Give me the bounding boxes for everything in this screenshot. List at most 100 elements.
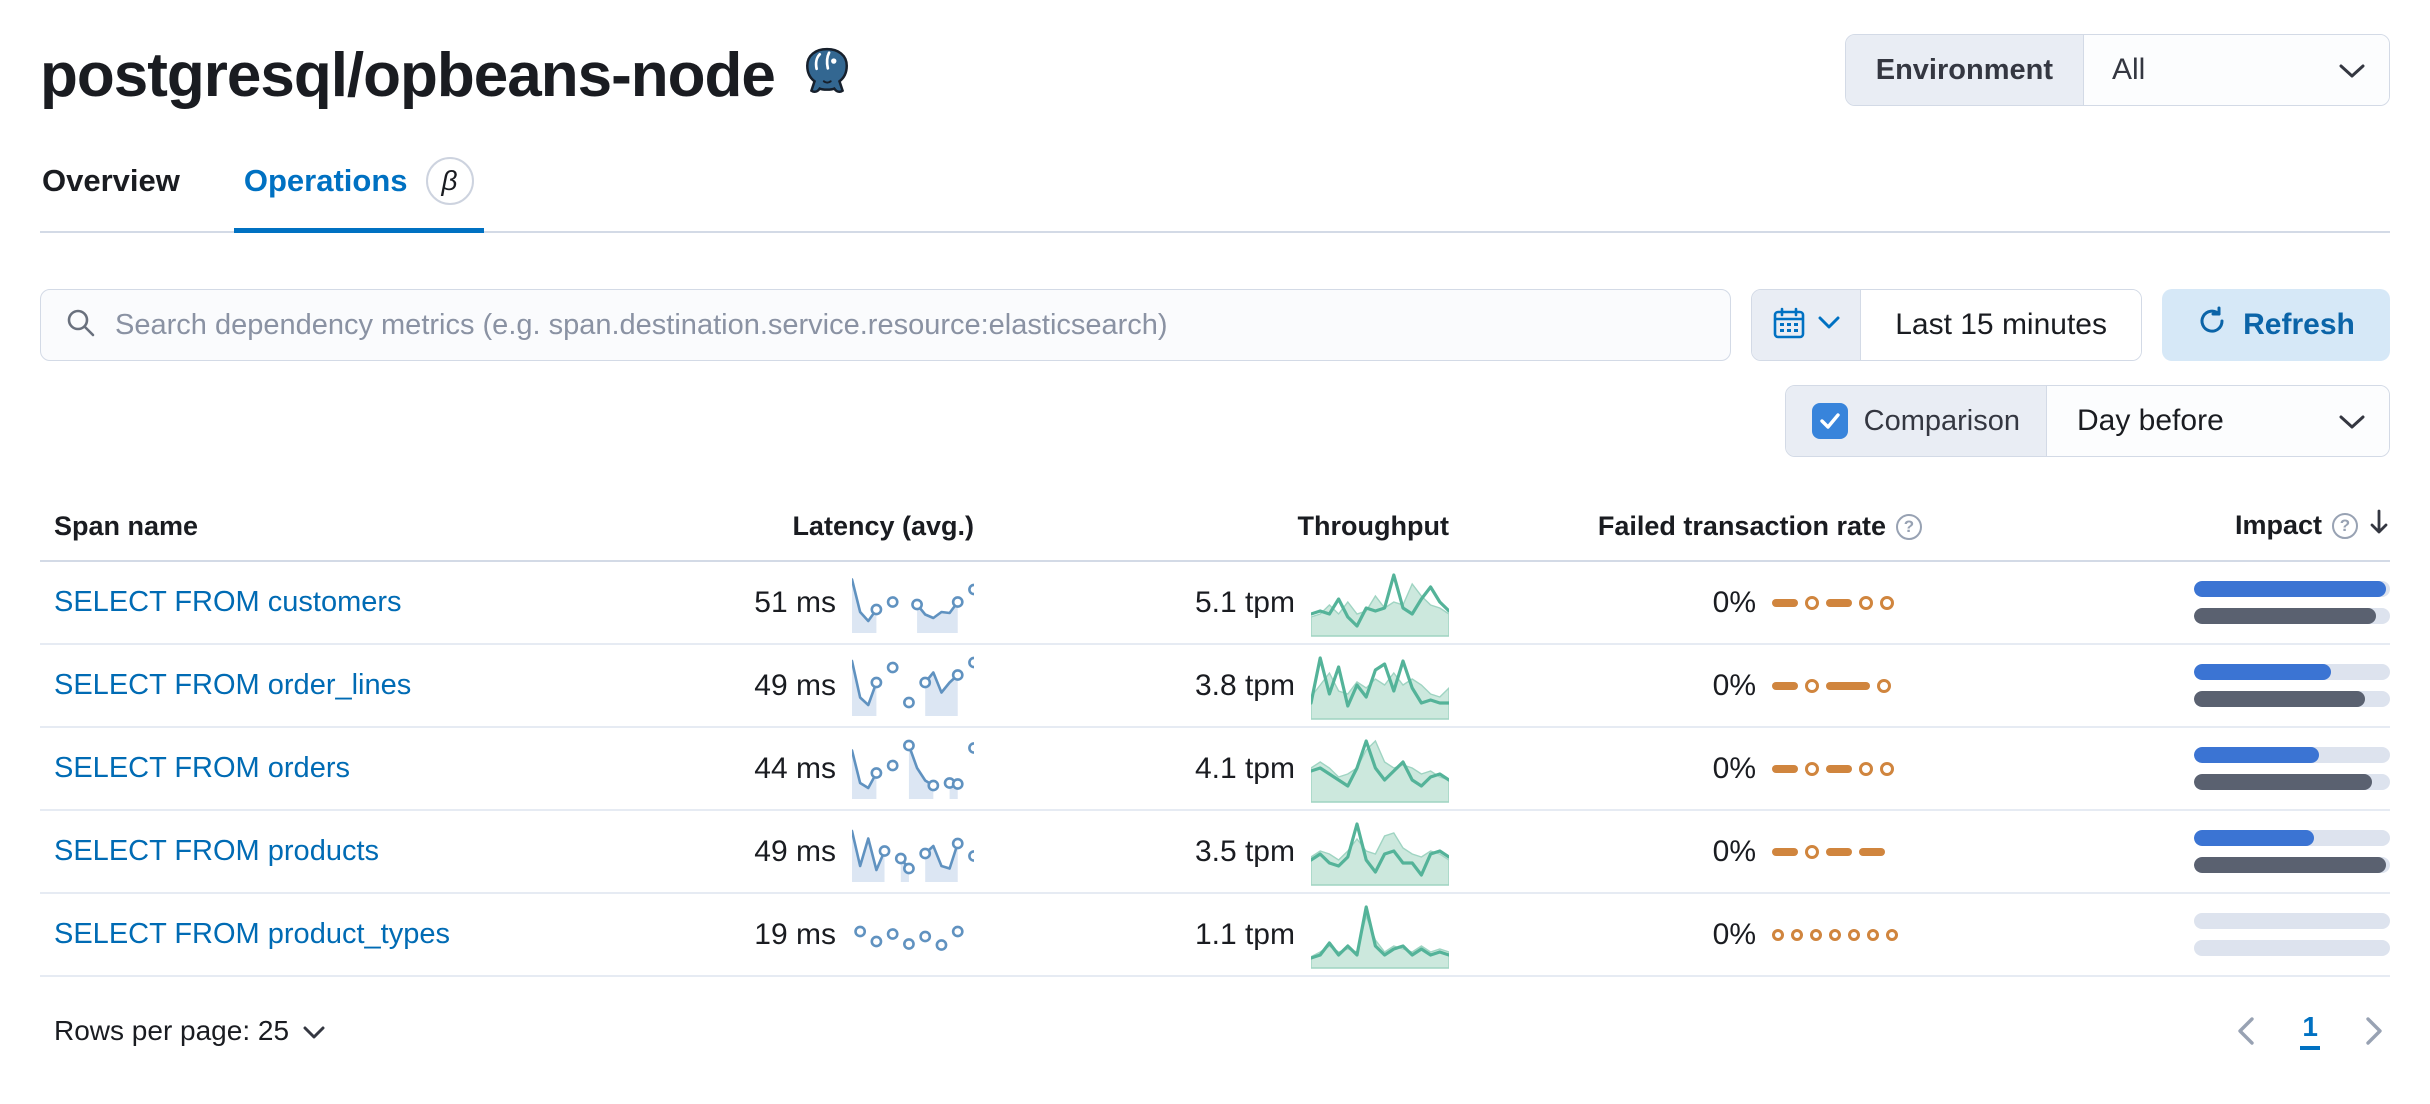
failed-rate-value: 0% — [1712, 668, 1756, 702]
date-picker-calendar-button[interactable] — [1752, 290, 1862, 360]
tab-operations-label: Operations — [243, 163, 408, 198]
previous-page-button[interactable] — [2236, 1016, 2256, 1046]
column-header-impact[interactable]: Impact ? — [1922, 509, 2390, 542]
tab-overview-label: Overview — [42, 163, 180, 198]
latency-sparkline — [852, 829, 974, 882]
latency-sparkline — [852, 739, 974, 799]
rows-per-page-button[interactable]: Rows per page: 25 — [54, 1015, 325, 1047]
tab-bar: Overview Operations β — [40, 157, 2390, 233]
latency-value: 49 ms — [754, 834, 836, 868]
comparison-label: Comparison — [1863, 404, 2020, 437]
failed-rate-sparkline — [1772, 844, 1922, 859]
failed-rate-sparkline — [1772, 595, 1922, 610]
comparison-row: Comparison Day before — [40, 385, 2390, 457]
environment-select[interactable]: Environment All — [1844, 34, 2390, 106]
page-header: postgresql/opbeans-node Environment All — [40, 24, 2390, 111]
throughput-value: 4.1 tpm — [1194, 751, 1295, 785]
next-page-button[interactable] — [2364, 1016, 2384, 1046]
table-row: SELECT FROM order_lines 49 ms 3.8 tpm 0% — [40, 645, 2390, 728]
latency-sparkline — [852, 577, 974, 633]
table-row: SELECT FROM orders 44 ms 4.1 tpm 0% — [40, 728, 2390, 811]
environment-value[interactable]: All — [2084, 35, 2389, 105]
toolbar: Last 15 minutes Refresh — [40, 289, 2390, 361]
span-name-link[interactable]: SELECT FROM order_lines — [54, 669, 412, 701]
throughput-sparkline — [1311, 738, 1449, 803]
table-row: SELECT FROM product_types 19 ms 1.1 tpm 0% — [40, 894, 2390, 977]
search-box[interactable] — [40, 289, 1732, 361]
chevron-down-icon — [303, 1015, 325, 1047]
failed-rate-value: 0% — [1712, 834, 1756, 868]
impact-bars — [2194, 581, 2390, 624]
time-range-label: Last 15 minutes — [1895, 308, 2107, 341]
table-row: SELECT FROM customers 51 ms 5.1 tpm 0% — [40, 562, 2390, 645]
refresh-label: Refresh — [2243, 308, 2355, 341]
column-header-failed-rate[interactable]: Failed transaction rate ? — [1449, 511, 1922, 542]
latency-value: 19 ms — [754, 917, 836, 951]
latency-value: 51 ms — [754, 585, 836, 619]
impact-bars — [2194, 830, 2390, 873]
environment-selected: All — [2112, 53, 2146, 86]
table-body: SELECT FROM customers 51 ms 5.1 tpm 0% SELEC… — [40, 562, 2390, 977]
pagination: 1 — [2236, 1011, 2384, 1050]
throughput-value: 1.1 tpm — [1194, 917, 1295, 951]
latency-value: 49 ms — [754, 668, 836, 702]
comparison-select[interactable]: Day before — [2047, 386, 2389, 456]
refresh-icon — [2197, 306, 2227, 344]
throughput-sparkline — [1311, 821, 1449, 886]
latency-value: 44 ms — [754, 751, 836, 785]
time-range-button[interactable]: Last 15 minutes — [1861, 290, 2141, 360]
chevron-down-icon — [2339, 404, 2365, 438]
span-name-link[interactable]: SELECT FROM orders — [54, 752, 350, 784]
throughput-sparkline — [1311, 572, 1449, 637]
comparison-prepend: Comparison — [1785, 386, 2047, 456]
calendar-icon — [1772, 306, 1806, 345]
failed-rate-value: 0% — [1712, 917, 1756, 951]
table-footer: Rows per page: 25 1 — [40, 1011, 2390, 1050]
tab-overview[interactable]: Overview — [42, 157, 180, 231]
refresh-button[interactable]: Refresh — [2162, 289, 2390, 361]
table-header-row: Span name Latency (avg.) Throughput Fail… — [40, 509, 2390, 562]
throughput-value: 3.8 tpm — [1194, 668, 1295, 702]
chevron-down-icon — [1818, 316, 1840, 335]
latency-sparkline — [852, 656, 974, 716]
search-input[interactable] — [115, 308, 1707, 342]
failed-rate-value: 0% — [1712, 585, 1756, 619]
beta-badge: β — [425, 157, 474, 205]
latency-sparkline — [854, 925, 964, 951]
help-icon: ? — [1896, 513, 1922, 540]
impact-bars — [2194, 664, 2390, 707]
impact-bars — [2194, 747, 2390, 790]
comparison-selected: Day before — [2077, 404, 2224, 437]
column-header-latency[interactable]: Latency (avg.) — [792, 511, 974, 541]
throughput-value: 5.1 tpm — [1194, 585, 1295, 619]
page-number[interactable]: 1 — [2300, 1011, 2320, 1050]
comparison-group: Comparison Day before — [1784, 385, 2390, 457]
comparison-checkbox[interactable] — [1811, 403, 1848, 439]
throughput-value: 3.5 tpm — [1194, 834, 1295, 868]
postgresql-logo-icon — [801, 46, 853, 105]
date-picker: Last 15 minutes — [1751, 289, 2142, 361]
failed-rate-sparkline — [1772, 928, 1922, 941]
apm-dependency-page: postgresql/opbeans-node Environment All — [40, 24, 2390, 1050]
span-name-link[interactable]: SELECT FROM products — [54, 835, 380, 867]
span-name-link[interactable]: SELECT FROM customers — [54, 586, 402, 618]
chevron-down-icon — [2339, 53, 2365, 87]
rows-per-page-label: Rows per page: 25 — [54, 1014, 290, 1046]
throughput-sparkline — [1311, 904, 1449, 969]
help-icon: ? — [2332, 512, 2358, 539]
page-title: postgresql/opbeans-node — [40, 41, 776, 110]
failed-rate-value: 0% — [1712, 751, 1756, 785]
search-icon — [65, 307, 97, 344]
operations-table: Span name Latency (avg.) Throughput Fail… — [40, 509, 2390, 977]
environment-label: Environment — [1845, 35, 2084, 105]
column-header-span-name: Span name — [54, 511, 199, 541]
span-name-link[interactable]: SELECT FROM product_types — [54, 918, 450, 950]
impact-bars — [2194, 913, 2390, 956]
failed-rate-sparkline — [1772, 761, 1922, 776]
title-wrap: postgresql/opbeans-node — [40, 40, 853, 111]
column-header-throughput[interactable]: Throughput — [1297, 511, 1449, 541]
failed-rate-sparkline — [1772, 678, 1922, 693]
sort-desc-icon — [2368, 509, 2390, 542]
table-row: SELECT FROM products 49 ms 3.5 tpm 0% — [40, 811, 2390, 894]
tab-operations[interactable]: Operations β — [233, 157, 484, 233]
